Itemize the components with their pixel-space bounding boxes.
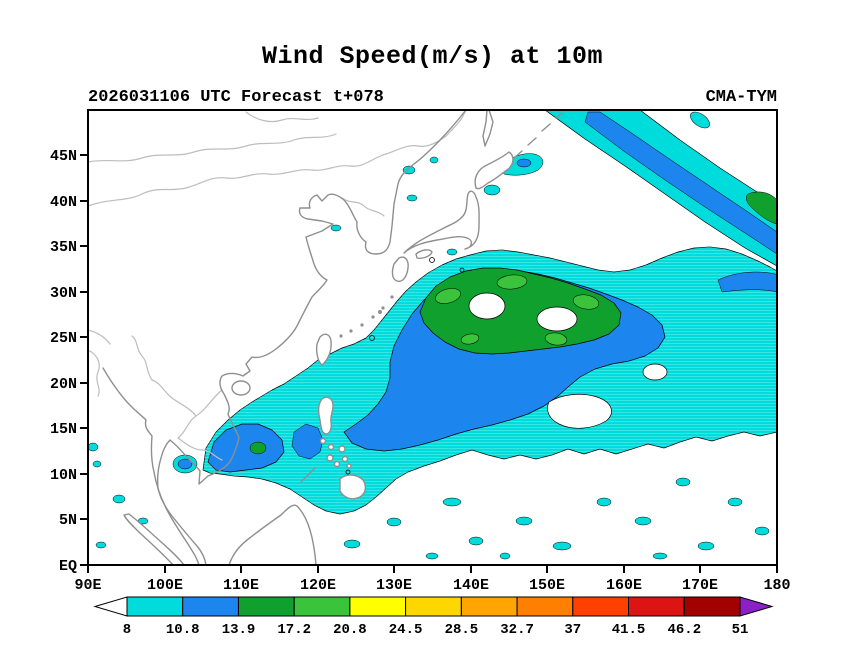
x-tick-label: 150E (529, 577, 565, 594)
coastlines (102, 110, 563, 565)
colorbar-level-label: 28.5 (445, 622, 479, 638)
wind-field (88, 110, 777, 560)
secondary-eye (536, 306, 578, 332)
colorbar-segment (293, 596, 351, 617)
kyushu-island (391, 256, 409, 283)
x-tick-label: 100E (147, 577, 183, 594)
forecast-init-label: 2026031106 UTC Forecast t+078 (88, 88, 384, 107)
sakhalin-island (482, 110, 494, 147)
colorbar-level-label: 13.9 (222, 622, 256, 638)
colorbar-level-label: 24.5 (389, 622, 423, 638)
colorbar-segment (238, 596, 295, 617)
colorbar-level-label: 8 (123, 622, 131, 638)
x-tick-label: 90E (74, 577, 101, 594)
colorbar-segment (126, 596, 184, 617)
honshu-island (403, 190, 480, 254)
chart-header: 2026031106 UTC Forecast t+078 CMA-TYM (88, 88, 777, 107)
country-borders (88, 110, 467, 461)
colorbar-segment (349, 596, 407, 617)
y-axis: EQ 5N 10N 15N 20N 25N 30N 35N 40N 45N (50, 148, 88, 575)
colorbar-underflow-arrow (93, 596, 128, 617)
hokkaido-island (474, 151, 514, 190)
y-tick-label: 25N (50, 330, 77, 347)
colorbar-level-label: 37 (564, 622, 581, 638)
kuril-islands (513, 112, 563, 159)
colorbar: 8 10.8 13.9 17.2 20.8 24.5 28.5 32.7 37 41.5 46.2 5… (93, 596, 774, 638)
colorbar-level-label: 41.5 (612, 622, 646, 638)
colorbar-segment (516, 596, 574, 617)
x-tick-label: 110E (223, 577, 259, 594)
northeast-wind-band (544, 110, 777, 267)
small-contours (345, 257, 465, 475)
colorbar-overflow-arrow (739, 596, 774, 617)
colorbar-level-label: 20.8 (333, 622, 367, 638)
y-tick-label: 20N (50, 376, 77, 393)
colorbar-segment (182, 596, 239, 617)
calm-holes (468, 292, 668, 429)
mindanao-island (339, 474, 367, 500)
hainan-island (231, 380, 251, 396)
x-tick-label: 120E (300, 577, 336, 594)
sumatra-island (123, 513, 185, 565)
y-tick-label: 10N (50, 467, 77, 484)
shikoku-island (415, 249, 433, 259)
green-wind-regions (249, 191, 777, 455)
colorbar-segment (628, 596, 685, 617)
taiwan-island (315, 333, 332, 366)
y-tick-label: 15N (50, 421, 77, 438)
visayas-islands (319, 437, 352, 469)
cyclone-green-ring (419, 267, 622, 355)
x-axis: 90E 100E 110E 120E 130E 140E 150E 160E 170E 180 (74, 565, 791, 594)
map-layer (88, 110, 563, 565)
borneo-island (228, 504, 317, 565)
scs-blue-patch (207, 423, 285, 473)
colorbar-segment (460, 596, 518, 617)
colorbar-level-label: 46.2 (667, 622, 701, 638)
x-tick-label: 130E (376, 577, 412, 594)
colorbar-segment (572, 596, 629, 617)
luzon-island (317, 396, 334, 435)
y-tick-label: 40N (50, 194, 77, 211)
y-tick-label: 45N (50, 148, 77, 165)
y-tick-label: 30N (50, 285, 77, 302)
core-wind-patches (435, 274, 600, 346)
x-tick-label: 180 (763, 577, 790, 594)
colorbar-segment (683, 596, 741, 617)
y-tick-label: 5N (59, 512, 77, 529)
palawan-island (300, 467, 316, 483)
typhoon-eye (468, 292, 506, 320)
colorbar-level-label: 17.2 (277, 622, 311, 638)
colorbar-level-label: 10.8 (166, 622, 200, 638)
mainland-coast (156, 110, 467, 565)
colorbar-segment (405, 596, 462, 617)
x-tick-label: 160E (606, 577, 642, 594)
y-tick-label: 35N (50, 239, 77, 256)
model-name-label: CMA-TYM (705, 88, 777, 107)
colorbar-level-label: 51 (732, 622, 749, 638)
x-tick-label: 140E (453, 577, 489, 594)
colorbar-level-label: 32.7 (500, 622, 534, 638)
y-tick-label: EQ (59, 558, 77, 575)
x-tick-label: 170E (682, 577, 718, 594)
chart-title: Wind Speed(m/s) at 10m (261, 42, 604, 71)
ryukyu-islands (339, 295, 394, 338)
